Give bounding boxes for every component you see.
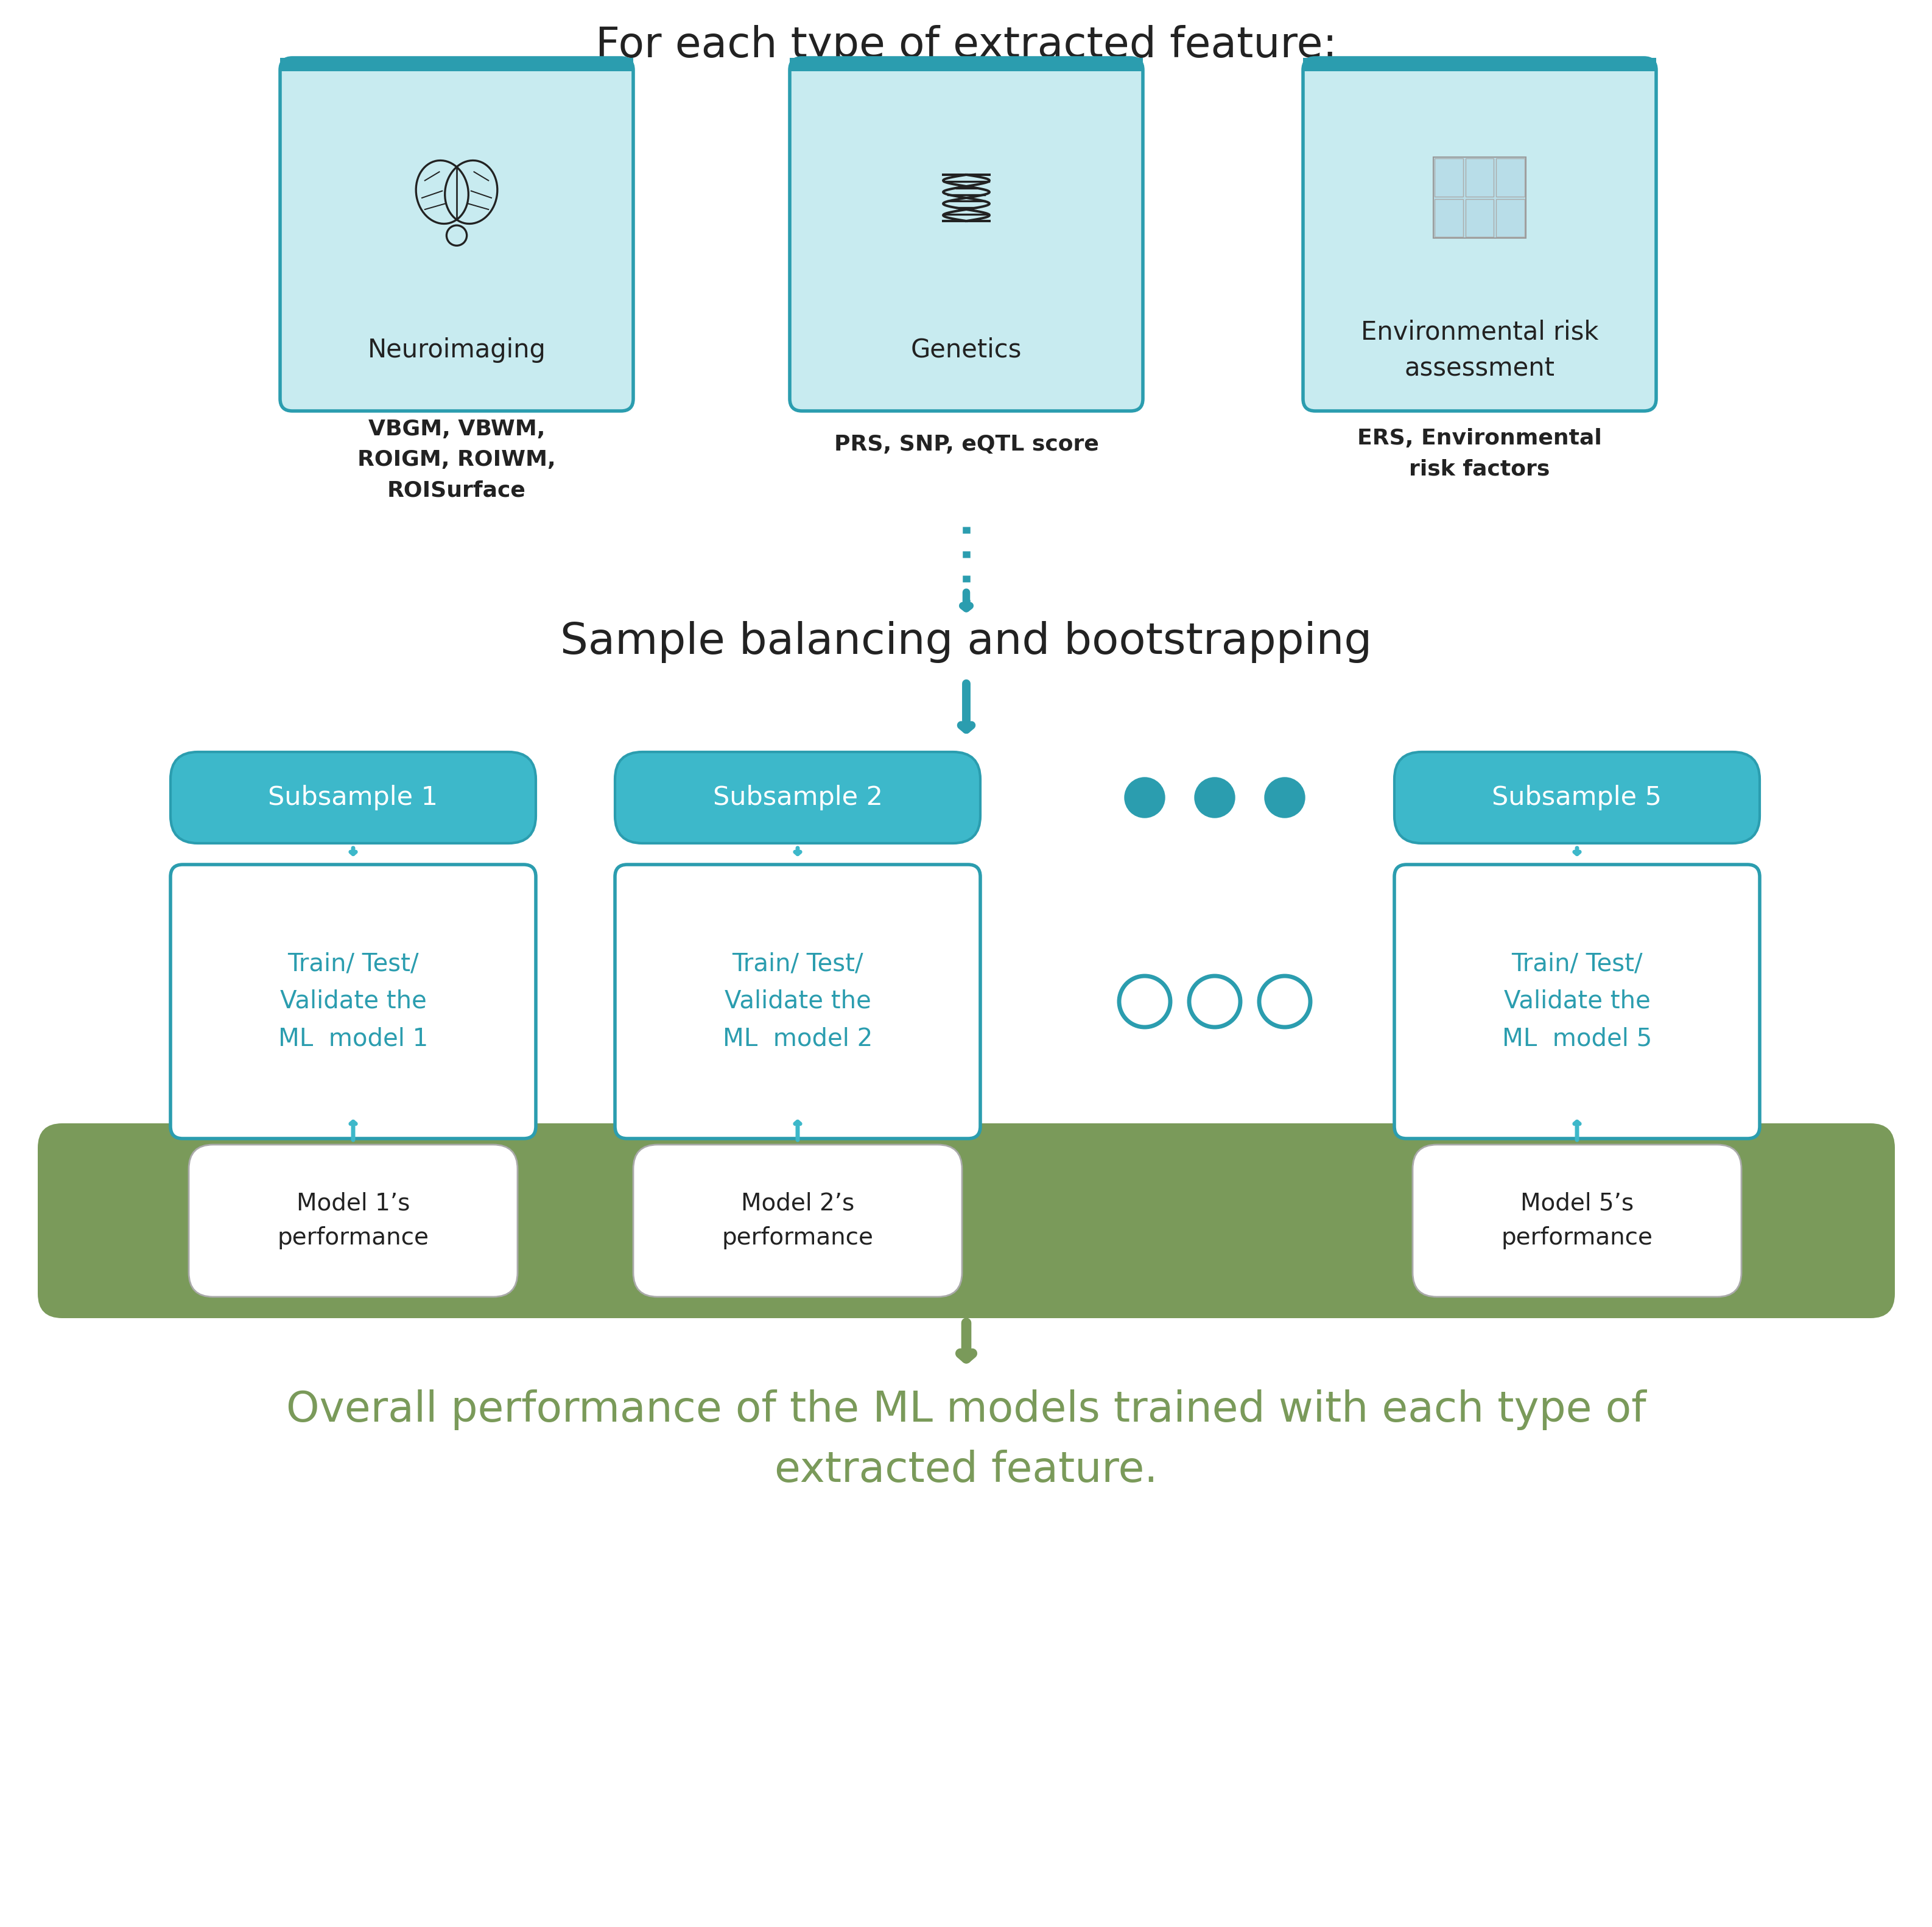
FancyBboxPatch shape [189, 1145, 518, 1297]
FancyBboxPatch shape [1435, 198, 1463, 237]
FancyBboxPatch shape [1395, 865, 1760, 1139]
Circle shape [1260, 975, 1310, 1027]
Text: Genetics: Genetics [910, 337, 1022, 362]
FancyBboxPatch shape [280, 58, 634, 71]
FancyBboxPatch shape [1434, 158, 1526, 239]
Circle shape [1194, 777, 1235, 817]
Circle shape [1124, 777, 1165, 817]
FancyBboxPatch shape [280, 58, 634, 410]
FancyBboxPatch shape [39, 1123, 1895, 1318]
Text: PRS, SNP, eQTL score: PRS, SNP, eQTL score [835, 434, 1099, 455]
Circle shape [1119, 975, 1171, 1027]
Text: For each type of extracted feature:: For each type of extracted feature: [595, 25, 1337, 66]
Circle shape [1190, 975, 1240, 1027]
Text: Sample balancing and bootstrapping: Sample balancing and bootstrapping [560, 620, 1372, 663]
Text: Model 1’s
performance: Model 1’s performance [278, 1193, 429, 1249]
FancyBboxPatch shape [1435, 158, 1463, 197]
FancyBboxPatch shape [1495, 198, 1524, 237]
FancyBboxPatch shape [1302, 58, 1656, 410]
FancyBboxPatch shape [170, 865, 535, 1139]
Circle shape [1265, 777, 1304, 817]
Text: Train/ Test/
Validate the
ML  model 5: Train/ Test/ Validate the ML model 5 [1501, 952, 1652, 1052]
FancyBboxPatch shape [614, 865, 980, 1139]
FancyBboxPatch shape [634, 1145, 962, 1297]
FancyBboxPatch shape [1464, 198, 1493, 237]
Text: Model 5’s
performance: Model 5’s performance [1501, 1193, 1652, 1249]
Text: Subsample 1: Subsample 1 [269, 784, 439, 811]
FancyBboxPatch shape [790, 58, 1144, 71]
FancyBboxPatch shape [1395, 752, 1760, 844]
FancyBboxPatch shape [1412, 1145, 1741, 1297]
Text: Subsample 5: Subsample 5 [1492, 784, 1662, 811]
Text: Overall performance of the ML models trained with each type of
extracted feature: Overall performance of the ML models tra… [286, 1389, 1646, 1490]
Text: ERS, Environmental
risk factors: ERS, Environmental risk factors [1358, 428, 1602, 480]
FancyBboxPatch shape [790, 58, 1144, 410]
Text: Train/ Test/
Validate the
ML  model 1: Train/ Test/ Validate the ML model 1 [278, 952, 429, 1052]
FancyBboxPatch shape [614, 752, 980, 844]
FancyBboxPatch shape [1495, 158, 1524, 197]
FancyBboxPatch shape [1464, 158, 1493, 197]
Text: VBGM, VBWM,
ROIGM, ROIWM,
ROISurface: VBGM, VBWM, ROIGM, ROIWM, ROISurface [357, 418, 556, 501]
Text: Environmental risk
assessment: Environmental risk assessment [1360, 320, 1598, 382]
FancyBboxPatch shape [170, 752, 535, 844]
Text: Model 2’s
performance: Model 2’s performance [723, 1193, 873, 1249]
Text: Train/ Test/
Validate the
ML  model 2: Train/ Test/ Validate the ML model 2 [723, 952, 873, 1052]
Text: Subsample 2: Subsample 2 [713, 784, 883, 811]
Text: Neuroimaging: Neuroimaging [367, 337, 547, 362]
FancyBboxPatch shape [1302, 58, 1656, 71]
